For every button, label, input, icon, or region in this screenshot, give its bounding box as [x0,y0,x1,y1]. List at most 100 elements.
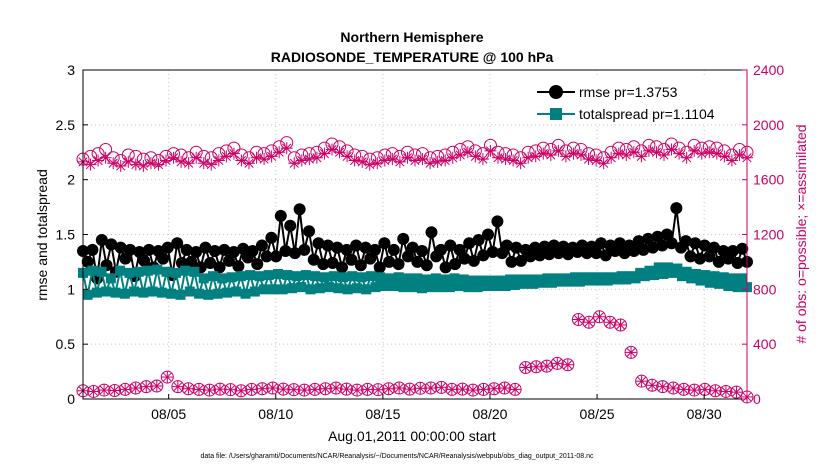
assimilated-star-stroke [141,382,151,392]
assimilated-point [99,151,112,164]
spread-point [161,266,172,277]
assimilated-point [310,151,323,164]
y-tick-label-right: 400 [753,336,777,352]
spread-point [133,266,144,277]
spread-point [105,273,116,284]
assimilated-star-stroke [731,387,742,397]
rmse-point [340,243,353,256]
assimilated-star-stroke [679,384,689,395]
assimilated-star-stroke [384,384,394,394]
rmse-point [703,250,716,263]
rmse-point [684,250,697,263]
spread-point [212,288,223,299]
assimilated-star-stroke [523,153,533,163]
spread-point [435,282,446,293]
assimilated-star-stroke [299,385,309,395]
assimilated-star-stroke [521,362,531,373]
rmse-point [533,249,546,262]
assimilated-point [658,148,670,161]
spread-point [630,273,641,284]
rmse-point [453,243,466,256]
assimilated-star-stroke [289,385,299,395]
y-tick-label-right: 0 [753,391,761,407]
assimilated-star-stroke [229,149,239,159]
rmse-point [383,255,396,268]
assimilated-point [499,153,512,166]
y-axis-label-right: # of obs: o=possible; ×=assimilated [793,124,809,343]
assimilated-star-stroke [516,158,526,168]
assimilated-low-point [319,382,332,395]
rmse-point [317,258,330,271]
spread-point [221,287,232,298]
y-tick-label-left: 1.5 [56,227,76,243]
assimilated-low-point [709,384,722,397]
assimilated-low-point [730,386,743,399]
rmse-point [326,257,339,270]
spread-point [259,284,270,295]
assimilated-point [680,151,693,164]
rmse-point [204,257,217,270]
assimilated-point [107,157,120,170]
rmse-point [213,261,226,274]
y-ticks-left: 0 0.5 1 1.5 2 2.5 3 [56,62,88,407]
assimilated-star-stroke [674,149,684,159]
assimilated-star-stroke [552,358,562,368]
assimilated-star-stroke [153,159,164,170]
assimilated-star-stroke [184,158,194,168]
spread-point [356,272,367,283]
assimilated-star-stroke [365,159,375,170]
assimilated-low-point [477,383,490,396]
rmse-point [543,248,556,261]
assimilated-point [612,147,625,160]
spread-point [477,275,488,286]
rmse-point [95,233,108,246]
spread-point [347,271,358,282]
assimilated-star-stroke [417,154,428,164]
assimilated-star-stroke [697,149,707,159]
x-tick-label: 08/15 [365,406,400,422]
assimilated-low-point [445,383,458,396]
assimilated-point [537,147,550,160]
spread-point [268,284,279,295]
spread-point [189,266,200,277]
spread-point [695,275,706,286]
assimilated-low-point [625,346,638,359]
assimilated-star-stroke [257,384,267,394]
assimilated-star-stroke [331,383,341,393]
assimilated-star-stroke [191,153,201,163]
assimilated-star-stroke [614,149,624,159]
assimilated-point [476,153,489,166]
assimilated-star-stroke [510,384,520,395]
rmse-point [218,243,231,256]
rmse-point [199,241,212,254]
assimilated-low-point [698,383,711,396]
assimilated-low-point [530,360,543,373]
assimilated-low-point [488,382,501,395]
assimilated-low-point [393,382,406,395]
rmse-point [312,237,325,250]
spread-point [375,272,386,283]
assimilated-star-stroke [666,144,677,155]
assimilated-point [378,154,391,167]
assimilated-star-stroke [470,151,480,161]
rmse-point [613,237,626,250]
assimilated-star-stroke [489,384,499,394]
spread-point [240,288,251,299]
x-tick-label: 08/05 [151,406,186,422]
rmse-point [222,254,235,267]
assimilated-star-stroke [605,317,615,327]
y-tick-label-right: 2000 [753,117,784,133]
rmse-point [637,243,650,256]
assimilated-low-point [540,360,553,373]
assimilated-point [416,153,429,166]
rmse-point [354,259,367,272]
rmse-point [368,243,381,256]
assimilated-low-point [414,382,427,395]
spread-point [91,287,102,298]
rmse-point [689,237,702,250]
assimilated-star-stroke [357,157,367,167]
spread-point [384,273,395,284]
spread-point [500,281,511,292]
x-tick-label: 08/25 [580,406,615,422]
rmse-point [486,246,499,259]
